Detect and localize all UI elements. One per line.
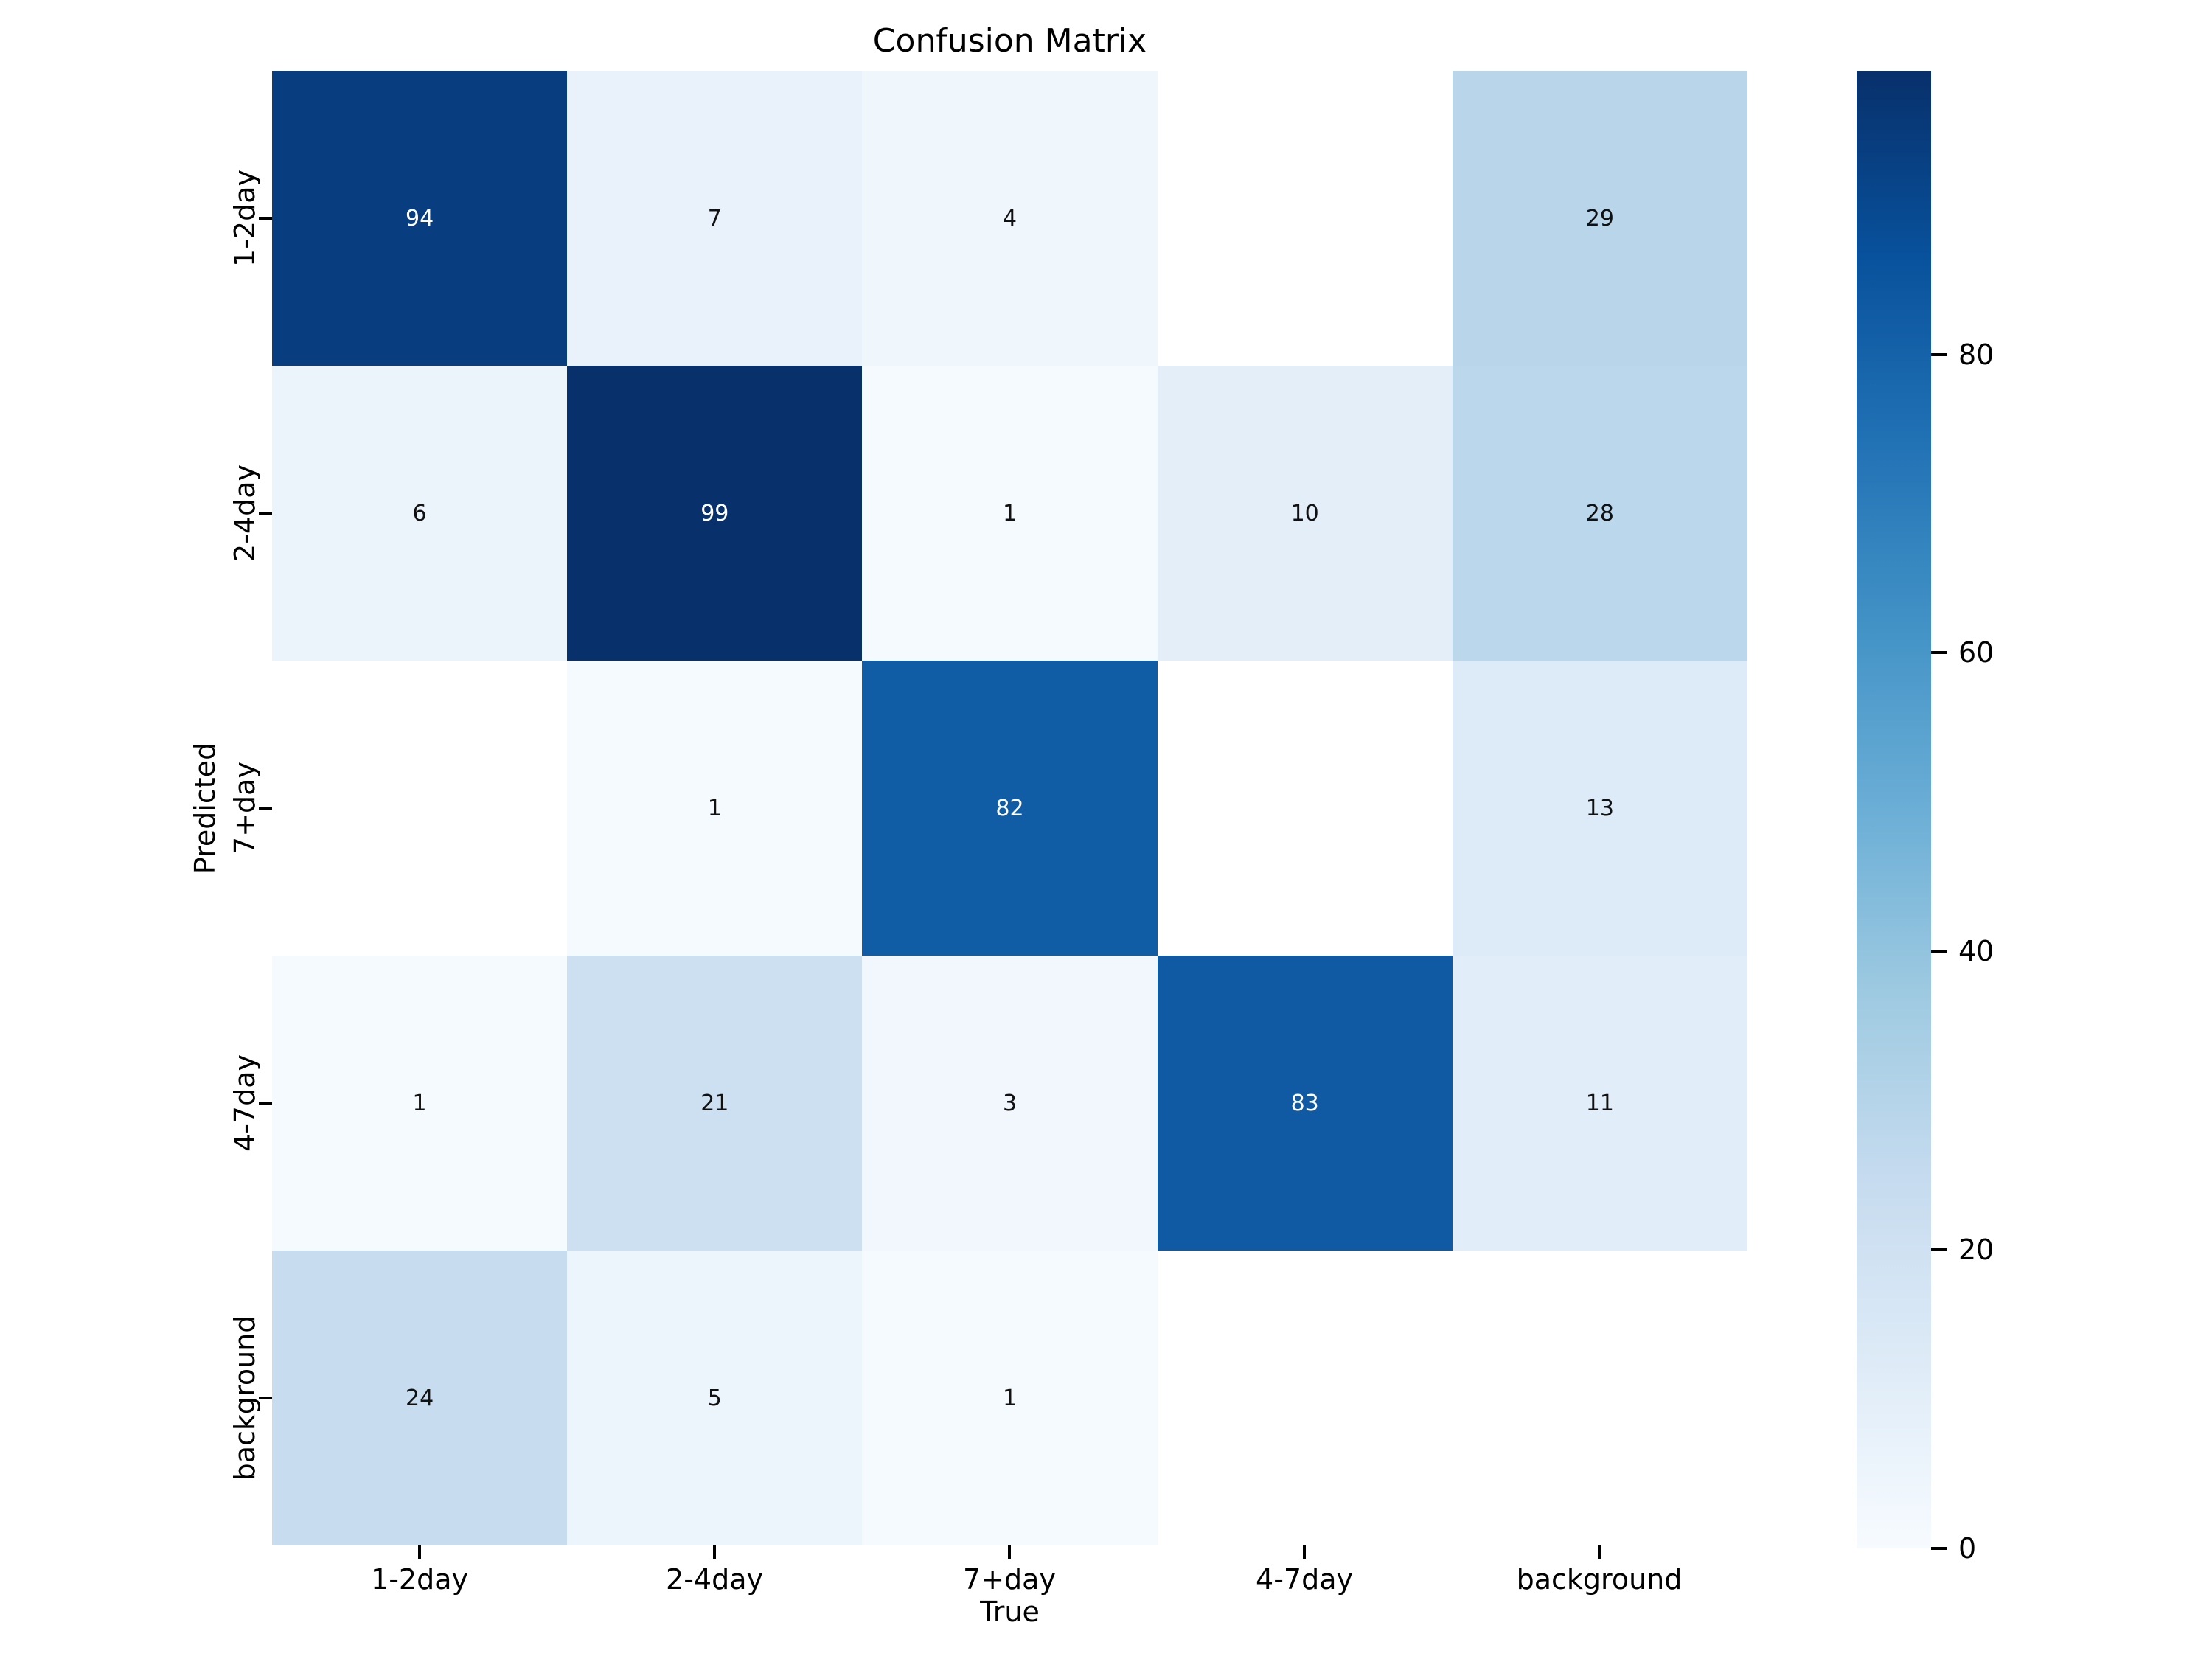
colorbar-tick-label: 80	[1958, 338, 1994, 371]
heatmap-cell: 28	[1452, 366, 1747, 661]
colorbar-tick-mark	[1931, 1547, 1947, 1550]
x-tick-label: background	[1516, 1563, 1683, 1596]
y-tick-mark	[259, 1397, 272, 1399]
heatmap-cell: 10	[1157, 366, 1453, 661]
heatmap-cell: 83	[1157, 956, 1453, 1251]
chart-title: Confusion Matrix	[872, 22, 1147, 60]
x-tick-mark	[713, 1545, 716, 1559]
y-axis-label: Predicted	[189, 742, 221, 874]
x-axis-label: True	[980, 1596, 1040, 1628]
x-tick-label: 7+day	[963, 1563, 1056, 1596]
heatmap-cell: 6	[272, 366, 568, 661]
y-tick-mark	[259, 512, 272, 515]
x-tick-label: 4-7day	[1256, 1563, 1353, 1596]
y-tick-label: 2-4day	[229, 465, 261, 562]
colorbar-tick-label: 0	[1958, 1532, 1977, 1565]
colorbar-tick-label: 60	[1958, 636, 1994, 669]
heatmap-cell: 1	[272, 956, 568, 1251]
heatmap-cell: 1	[567, 661, 863, 956]
heatmap-cell: 24	[272, 1251, 568, 1545]
heatmap-cell: 5	[567, 1251, 863, 1545]
y-tick-mark	[259, 1102, 272, 1105]
heatmap-cell	[272, 661, 568, 956]
heatmap-cell: 99	[567, 366, 863, 661]
heatmap-cell: 82	[862, 661, 1158, 956]
heatmap-cell	[1157, 661, 1453, 956]
heatmap-cell	[1452, 1251, 1747, 1545]
heatmap: 94 7 4 29 6 99 1 10 28 1 82 13 1 21 3 83 11 24 5 1	[272, 71, 1747, 1545]
x-tick-mark	[1008, 1545, 1011, 1559]
heatmap-cell: 1	[862, 366, 1158, 661]
x-tick-label: 2-4day	[666, 1563, 763, 1596]
colorbar-tick-label: 20	[1958, 1234, 1994, 1267]
x-tick-label: 1-2day	[371, 1563, 468, 1596]
heatmap-cell	[1157, 71, 1453, 366]
x-tick-mark	[1303, 1545, 1306, 1559]
heatmap-cell: 21	[567, 956, 863, 1251]
y-tick-label: 7+day	[229, 762, 261, 855]
y-tick-mark	[259, 217, 272, 220]
heatmap-cell: 4	[862, 71, 1158, 366]
y-tick-label: 4-7day	[229, 1054, 261, 1152]
x-tick-mark	[1598, 1545, 1601, 1559]
colorbar-tick-mark	[1931, 352, 1947, 356]
colorbar-tick-mark	[1931, 1248, 1947, 1252]
colorbar-tick-mark	[1931, 651, 1947, 655]
heatmap-cell: 3	[862, 956, 1158, 1251]
heatmap-cell: 29	[1452, 71, 1747, 366]
y-tick-label: background	[229, 1315, 261, 1481]
heatmap-cell: 7	[567, 71, 863, 366]
heatmap-cell: 11	[1452, 956, 1747, 1251]
heatmap-cell	[1157, 1251, 1453, 1545]
heatmap-cell: 1	[862, 1251, 1158, 1545]
y-tick-label: 1-2day	[229, 170, 261, 267]
heatmap-cell: 94	[272, 71, 568, 366]
heatmap-cell: 13	[1452, 661, 1747, 956]
x-tick-mark	[418, 1545, 421, 1559]
y-tick-mark	[259, 807, 272, 810]
colorbar	[1857, 71, 1931, 1548]
colorbar-tick-mark	[1931, 950, 1947, 953]
colorbar-tick-label: 40	[1958, 935, 1994, 968]
